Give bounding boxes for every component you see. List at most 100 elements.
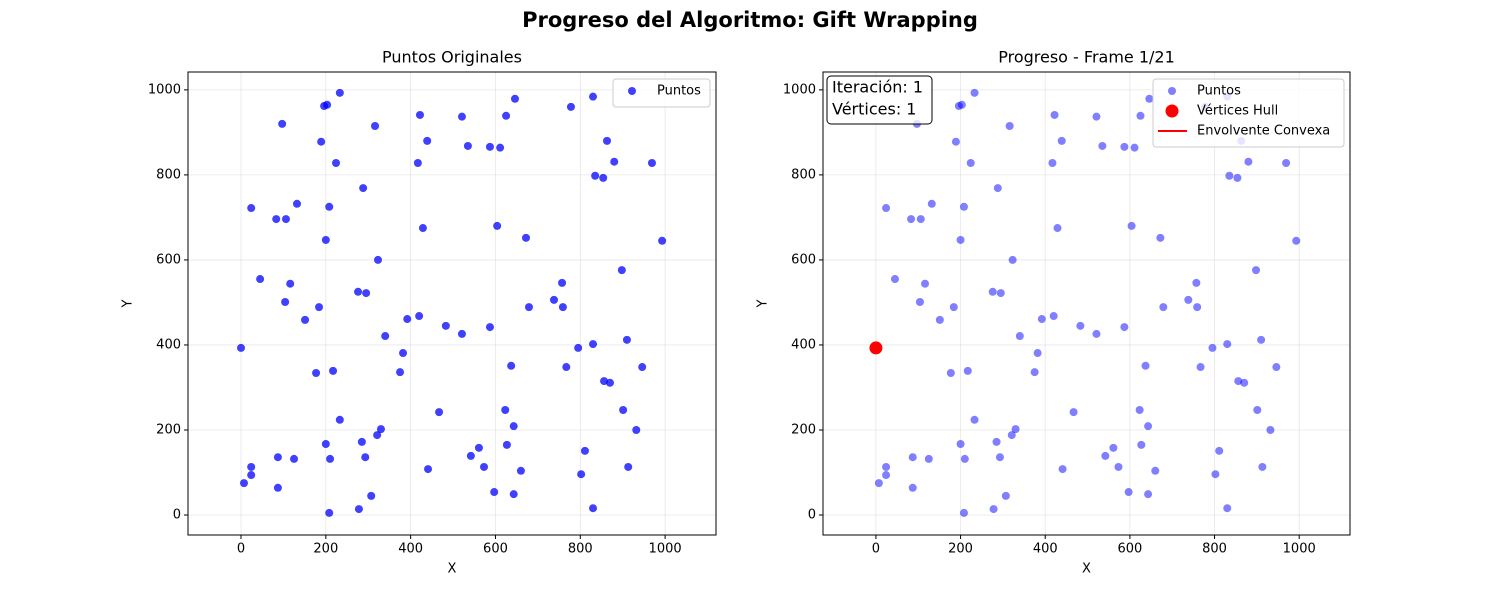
y-tick-label: 1000 [783, 82, 816, 97]
point [603, 136, 612, 145]
x-tick-label: 400 [1033, 542, 1058, 557]
point [989, 505, 998, 514]
point [1156, 233, 1165, 242]
point [273, 453, 282, 462]
point [1135, 406, 1144, 415]
y-tick-label: 800 [791, 167, 816, 182]
x-tick-label: 0 [872, 542, 880, 557]
point [1244, 157, 1253, 166]
point [1144, 422, 1153, 431]
point [915, 298, 924, 307]
point [1144, 490, 1153, 499]
axes-frame [187, 71, 717, 536]
legend-box [1152, 78, 1345, 148]
point [396, 368, 405, 377]
point [502, 111, 511, 120]
point [1092, 112, 1101, 121]
point [869, 341, 883, 355]
point [1101, 451, 1110, 460]
subplot-title: Progreso - Frame 1/21 [998, 48, 1175, 67]
point [599, 173, 608, 182]
y-tick-label: 200 [791, 422, 816, 437]
x-tick-label: 600 [483, 542, 508, 557]
point [509, 490, 518, 499]
point [617, 266, 626, 275]
point [924, 454, 933, 463]
x-tick-label: 1000 [1283, 542, 1316, 557]
point [522, 233, 531, 242]
point [1069, 408, 1078, 417]
x-tick-label: 800 [568, 542, 593, 557]
point [1223, 504, 1232, 513]
point [638, 363, 647, 372]
legend-box [612, 78, 711, 108]
point [415, 110, 424, 119]
point [1223, 340, 1232, 349]
subplot-title: Puntos Originales [382, 48, 522, 67]
point [1037, 315, 1046, 324]
point [1292, 236, 1301, 245]
point [325, 202, 334, 211]
point [247, 471, 256, 480]
x-tick-label: 200 [313, 542, 338, 557]
point [574, 343, 583, 352]
point [1159, 303, 1168, 312]
point [1196, 363, 1205, 372]
point [423, 136, 432, 145]
figure-title: Progreso del Algoritmo: Gift Wrapping [522, 8, 978, 32]
point [247, 462, 256, 471]
point [1257, 335, 1266, 344]
point [1015, 332, 1024, 341]
point [315, 303, 324, 312]
annotation-text: Iteración: 1 [832, 78, 923, 97]
point [956, 440, 965, 449]
point [317, 137, 326, 146]
point [424, 465, 433, 474]
point [577, 470, 586, 479]
point [474, 443, 483, 452]
point [359, 184, 368, 193]
point [278, 119, 287, 128]
point [624, 462, 633, 471]
point [325, 508, 334, 517]
y-tick-label: 600 [156, 252, 181, 267]
point [361, 453, 370, 462]
point [354, 505, 363, 514]
point [463, 141, 472, 150]
y-tick-label: 0 [173, 508, 181, 523]
y-tick-label: 400 [156, 337, 181, 352]
point [549, 295, 558, 304]
legend-label: Envolvente Convexa [1197, 124, 1330, 139]
point [1225, 171, 1234, 180]
y-tick-label: 600 [791, 252, 816, 267]
point [335, 415, 344, 424]
point [1282, 158, 1291, 167]
point [1076, 321, 1085, 330]
point [480, 462, 489, 471]
legend-label: Puntos [657, 84, 701, 99]
x-tick-label: 1000 [649, 542, 682, 557]
point [1120, 142, 1129, 151]
point [376, 425, 385, 434]
point [1233, 173, 1242, 182]
point [273, 483, 282, 492]
point [1137, 440, 1146, 449]
annotation-box [826, 75, 933, 125]
point [373, 431, 382, 440]
point [237, 343, 246, 352]
point [970, 88, 979, 97]
point [589, 340, 598, 349]
point [960, 454, 969, 463]
point [457, 112, 466, 121]
point [373, 255, 382, 264]
legend-marker [628, 87, 636, 95]
point [993, 184, 1002, 193]
y-tick-label: 0 [808, 508, 816, 523]
point [1192, 278, 1201, 287]
point [1092, 329, 1101, 338]
point [956, 235, 965, 244]
point [589, 92, 598, 101]
point [959, 508, 968, 517]
point [1124, 488, 1133, 497]
point [1193, 303, 1202, 312]
